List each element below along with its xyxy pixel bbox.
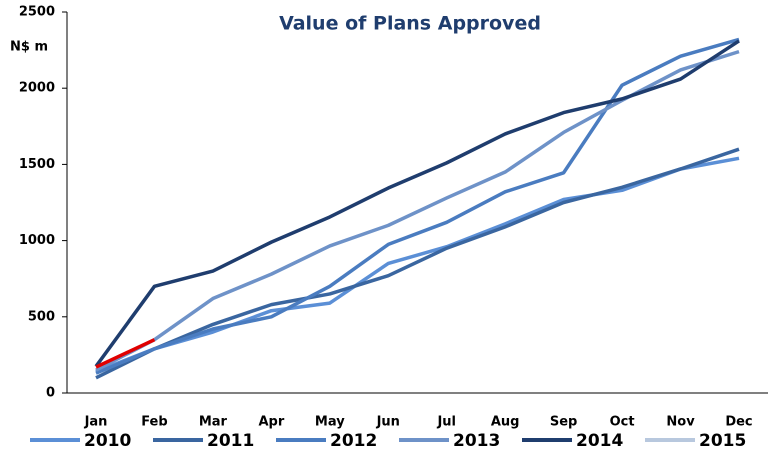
y-tick-label: 500: [28, 309, 55, 324]
series-line: [94, 39, 740, 368]
x-tick-label: May: [315, 415, 345, 430]
y-tick-label: 2000: [19, 81, 55, 96]
legend-label: 2013: [453, 431, 500, 451]
legend-label: 2011: [207, 431, 254, 451]
x-tick-label: Aug: [491, 415, 520, 430]
series-line: [95, 338, 156, 369]
legend-label: 2012: [330, 431, 377, 451]
y-tick-label: 2500: [19, 5, 55, 20]
x-tick-label: Jul: [436, 415, 456, 430]
x-tick-label: Dec: [725, 415, 752, 430]
x-tick-label: Apr: [258, 415, 284, 430]
x-tick-label: Oct: [610, 415, 635, 430]
legend-label: 2014: [576, 431, 623, 451]
y-tick-label: 0: [46, 386, 55, 401]
x-tick-label: Mar: [199, 415, 228, 430]
series-line: [95, 156, 740, 374]
legend-label: 2010: [84, 431, 131, 451]
x-tick-label: Sep: [550, 415, 578, 430]
series-line: [95, 147, 740, 380]
chart-title: Value of Plans Approved: [279, 13, 541, 35]
x-tick-label: Jun: [376, 415, 400, 430]
y-axis-label: N$ m: [10, 40, 48, 55]
y-tick-label: 1500: [19, 157, 55, 172]
y-tick-label: 1000: [19, 233, 55, 248]
x-tick-label: Jan: [84, 415, 108, 430]
legend-label: 2015: [699, 431, 746, 451]
series-line: [95, 37, 740, 375]
series-line: [95, 49, 740, 372]
x-tick-label: Nov: [666, 415, 695, 430]
x-tick-label: Feb: [141, 415, 167, 430]
